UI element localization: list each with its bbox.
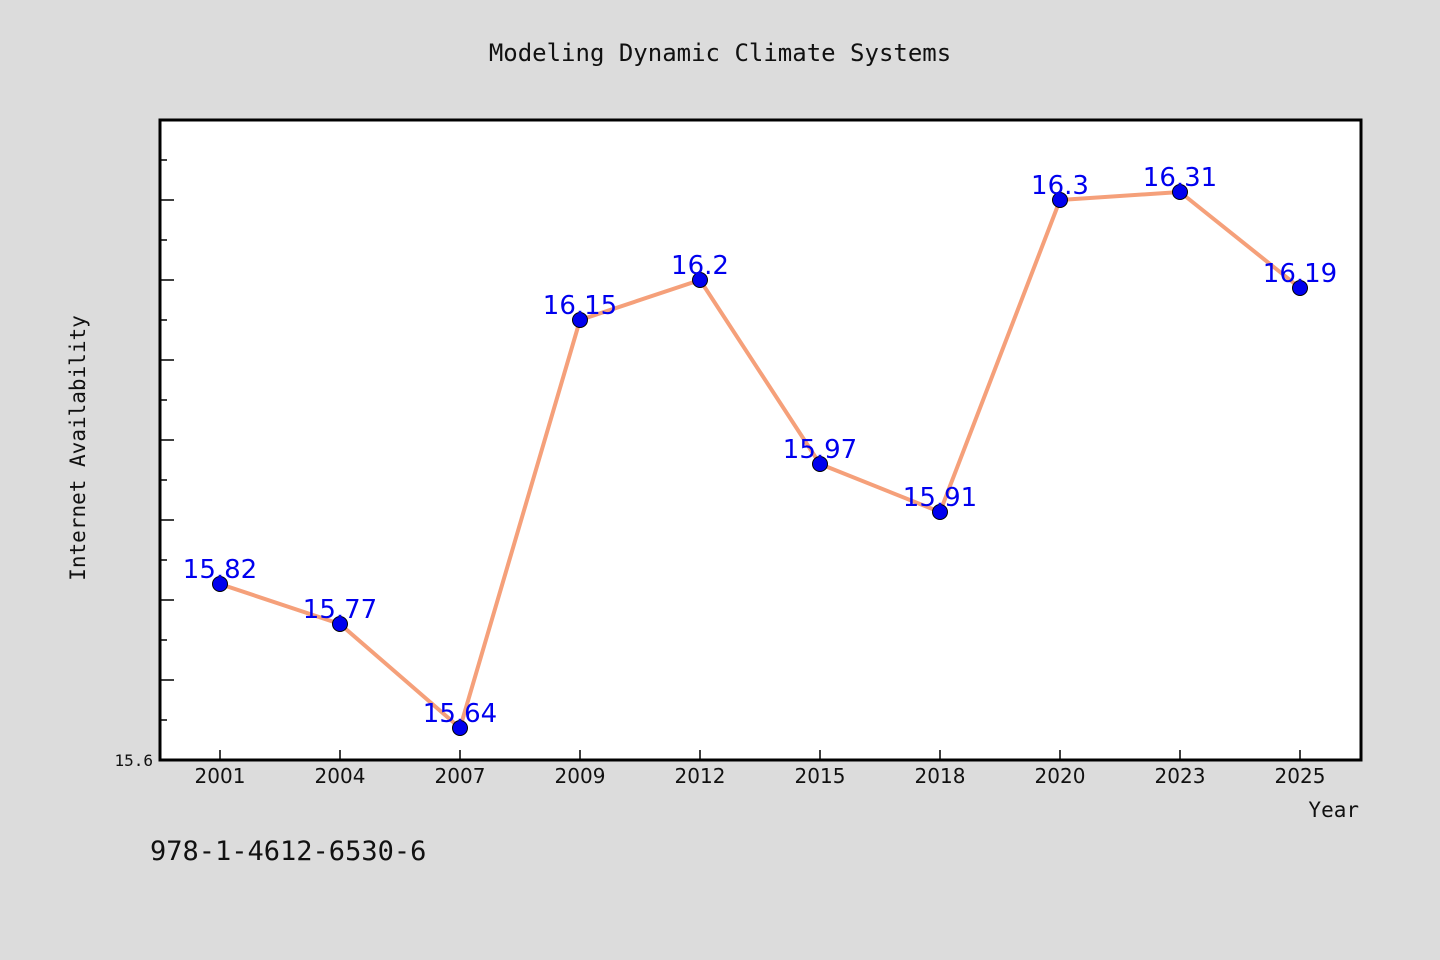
y-axis-ticks xyxy=(160,159,174,721)
data-point xyxy=(212,576,228,592)
y-axis-label: Internet Availability xyxy=(66,315,90,581)
data-label: 16.2 xyxy=(671,251,729,281)
data-point xyxy=(1052,192,1068,208)
data-label: 15.64 xyxy=(423,699,497,729)
data-label: 16.19 xyxy=(1263,259,1337,289)
plot-area xyxy=(158,118,1363,762)
data-point xyxy=(452,720,468,736)
data-point xyxy=(692,272,708,288)
y-tick-label: 15.6 xyxy=(114,751,153,770)
x-tick-label: 2023 xyxy=(1155,764,1206,788)
x-tick-label: 2004 xyxy=(315,764,366,788)
data-point xyxy=(1172,184,1188,200)
data-point xyxy=(332,616,348,632)
data-label: 16.31 xyxy=(1143,163,1217,193)
data-point xyxy=(812,456,828,472)
x-tick-label: 2007 xyxy=(435,764,486,788)
data-label: 15.77 xyxy=(303,595,377,625)
data-labels: 15.82 15.77 15.64 16.15 16.2 15.97 15.91 16.3 16… xyxy=(183,163,1337,729)
x-tick-label: 2020 xyxy=(1035,764,1086,788)
x-tick-label: 2025 xyxy=(1275,764,1326,788)
data-label: 16.3 xyxy=(1031,171,1089,201)
data-point xyxy=(572,312,588,328)
series-line xyxy=(218,190,1302,730)
x-axis-label: Year xyxy=(1308,798,1359,822)
data-label: 16.15 xyxy=(543,291,617,321)
x-axis-ticks xyxy=(219,750,1301,760)
data-markers xyxy=(212,184,1308,736)
x-tick-labels: 2001 2004 2007 2009 2012 2015 2018 2020 2023 2025 xyxy=(195,764,1326,788)
data-point xyxy=(932,504,948,520)
x-tick-label: 2018 xyxy=(915,764,966,788)
chart-title: Modeling Dynamic Climate Systems xyxy=(489,39,951,67)
x-tick-label: 2012 xyxy=(675,764,726,788)
data-point xyxy=(1292,280,1308,296)
data-label: 15.82 xyxy=(183,555,257,585)
x-tick-label: 2009 xyxy=(555,764,606,788)
x-tick-label: 2001 xyxy=(195,764,246,788)
data-label: 15.91 xyxy=(903,483,977,513)
isbn-text: 978-1-4612-6530-6 xyxy=(150,836,427,867)
x-tick-label: 2015 xyxy=(795,764,846,788)
data-label: 15.97 xyxy=(783,435,857,465)
